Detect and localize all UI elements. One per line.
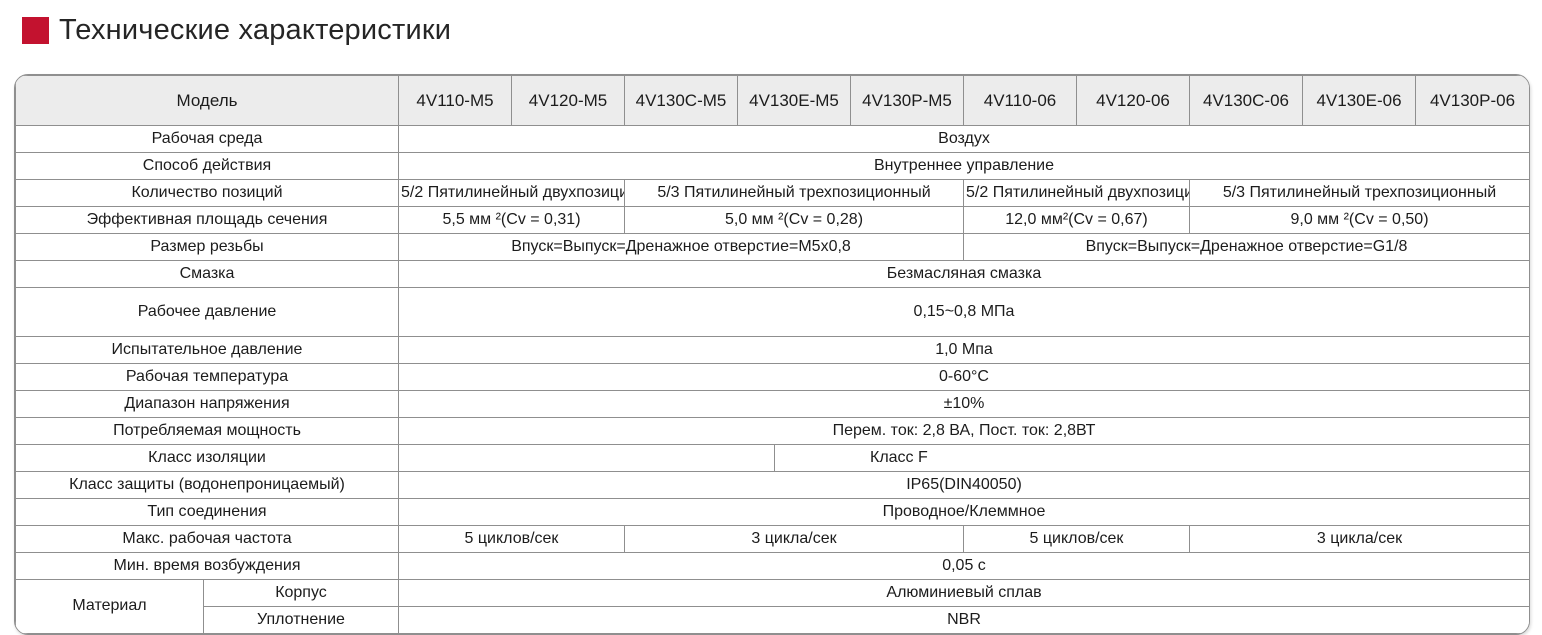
row-protection: Класс защиты (водонепроницаемый) IP65(DI… <box>15 471 1529 499</box>
row-value: 0-60°C <box>398 363 1529 391</box>
row-max-frequency: Макс. рабочая частота 5 циклов/сек 3 цик… <box>15 525 1529 553</box>
row-label: Рабочее давление <box>15 287 399 337</box>
row-value: 5/3 Пятилинейный трехпозиционный <box>624 179 964 207</box>
row-working-medium: Рабочая среда Воздух <box>15 125 1529 153</box>
page: Технические характеристики Модель 4V110-… <box>0 10 1542 635</box>
column-header-model-2: 4V130C-M5 <box>624 75 738 126</box>
column-header-model-4: 4V130P-M5 <box>850 75 964 126</box>
row-voltage-range: Диапазон напряжения ±10% <box>15 390 1529 418</box>
row-value: 5 циклов/сек <box>398 525 625 553</box>
row-power-consumption: Потребляемая мощность Перем. ток: 2,8 ВА… <box>15 417 1529 445</box>
row-label: Класс защиты (водонепроницаемый) <box>15 471 399 499</box>
row-value: IP65(DIN40050) <box>398 471 1529 499</box>
row-label: Тип соединения <box>15 498 399 526</box>
row-value: ±10% <box>398 390 1529 418</box>
row-label: Мин. время возбуждения <box>15 552 399 580</box>
table-header-row: Модель 4V110-M5 4V120-M5 4V130C-M5 4V130… <box>15 75 1529 126</box>
row-value: Впуск=Выпуск=Дренажное отверстие=М5х0,8 <box>398 233 964 261</box>
row-actuation: Способ действия Внутреннее управление <box>15 152 1529 180</box>
section-marker-icon <box>22 16 49 44</box>
row-label: Макс. рабочая частота <box>15 525 399 553</box>
row-lubrication: Смазка Безмасляная смазка <box>15 260 1529 288</box>
row-label: Рабочая температура <box>15 363 399 391</box>
row-value: 3 цикла/сек <box>624 525 964 553</box>
row-value: 5 циклов/сек <box>963 525 1190 553</box>
row-positions: Количество позиций 5/2 Пятилинейный двух… <box>15 179 1529 207</box>
row-sublabel: Корпус <box>203 579 399 607</box>
column-header-model-5: 4V110-06 <box>963 75 1077 126</box>
row-temperature: Рабочая температура 0-60°C <box>15 363 1529 391</box>
row-value: Перем. ток: 2,8 ВА, Пост. ток: 2,8ВТ <box>398 417 1529 445</box>
row-material-body: Материал Корпус Алюминиевый сплав <box>15 579 1529 634</box>
column-header-model-8: 4V130E-06 <box>1302 75 1416 126</box>
row-value: 0,05 с <box>398 552 1529 580</box>
column-header-model-3: 4V130E-M5 <box>737 75 851 126</box>
row-value: Внутреннее управление <box>398 152 1529 180</box>
row-effective-area: Эффективная площадь сечения 5,5 мм ²(Cv … <box>15 206 1529 234</box>
row-label: Способ действия <box>15 152 399 180</box>
row-value: NBR <box>398 606 1529 634</box>
row-label: Рабочая среда <box>15 125 399 153</box>
row-label: Диапазон напряжения <box>15 390 399 418</box>
row-value: 5/2 Пятилинейный двухпозиционный <box>398 179 625 207</box>
row-value: 5/3 Пятилинейный трехпозиционный <box>1189 179 1529 207</box>
row-insulation: Класс изоляции Класс F <box>15 444 1529 472</box>
row-connection: Тип соединения Проводное/Клеммное <box>15 498 1529 526</box>
row-value: 1,0 Мпа <box>398 336 1529 364</box>
row-value: 0,15~0,8 МПа <box>398 287 1529 337</box>
row-value: Впуск=Выпуск=Дренажное отверстие=G1/8 <box>963 233 1529 261</box>
row-label: Смазка <box>15 260 399 288</box>
row-value: Проводное/Клеммное <box>398 498 1529 526</box>
row-value-cell: Класс F <box>398 444 1529 472</box>
row-value: 9,0 мм ²(Cv = 0,50) <box>1189 206 1529 234</box>
column-header-model-6: 4V120-06 <box>1076 75 1190 126</box>
row-value: 5,0 мм ²(Cv = 0,28) <box>624 206 964 234</box>
page-title: Технические характеристики <box>59 13 452 46</box>
row-sublabel: Уплотнение <box>203 606 399 634</box>
row-value: 5/2 Пятилинейный двухпозиционный <box>963 179 1190 207</box>
row-working-pressure: Рабочее давление 0,15~0,8 МПа <box>15 287 1529 337</box>
column-header-model-0: 4V110-M5 <box>398 75 512 126</box>
section-header: Технические характеристики <box>22 10 1542 50</box>
row-label: Размер резьбы <box>15 233 399 261</box>
spec-table-container: Модель 4V110-M5 4V120-M5 4V130C-M5 4V130… <box>14 74 1530 635</box>
row-material-seal: Уплотнение NBR <box>16 606 1529 634</box>
empty-cell <box>401 445 775 471</box>
row-value: 12,0 мм²(Cv = 0,67) <box>963 206 1190 234</box>
row-label: Количество позиций <box>15 179 399 207</box>
row-proof-pressure: Испытательное давление 1,0 Мпа <box>15 336 1529 364</box>
row-label: Класс изоляции <box>15 444 399 472</box>
row-thread-size: Размер резьбы Впуск=Выпуск=Дренажное отв… <box>15 233 1529 261</box>
insulation-value: Класс F <box>870 448 928 466</box>
row-value: Безмасляная смазка <box>398 260 1529 288</box>
row-value: Алюминиевый сплав <box>398 579 1529 607</box>
row-value: Воздух <box>398 125 1529 153</box>
row-value: 3 цикла/сек <box>1189 525 1529 553</box>
column-header-model-7: 4V130C-06 <box>1189 75 1303 126</box>
column-header-model-1: 4V120-M5 <box>511 75 625 126</box>
row-value: 5,5 мм ²(Cv = 0,31) <box>398 206 625 234</box>
row-label: Испытательное давление <box>15 336 399 364</box>
row-label: Потребляемая мощность <box>15 417 399 445</box>
column-header-model-9: 4V130P-06 <box>1415 75 1529 126</box>
spec-table: Модель 4V110-M5 4V120-M5 4V130C-M5 4V130… <box>15 75 1529 634</box>
row-min-excitation: Мин. время возбуждения 0,05 с <box>15 552 1529 580</box>
column-header-model: Модель <box>15 75 399 126</box>
row-label: Материал <box>15 579 204 634</box>
row-label: Эффективная площадь сечения <box>15 206 399 234</box>
